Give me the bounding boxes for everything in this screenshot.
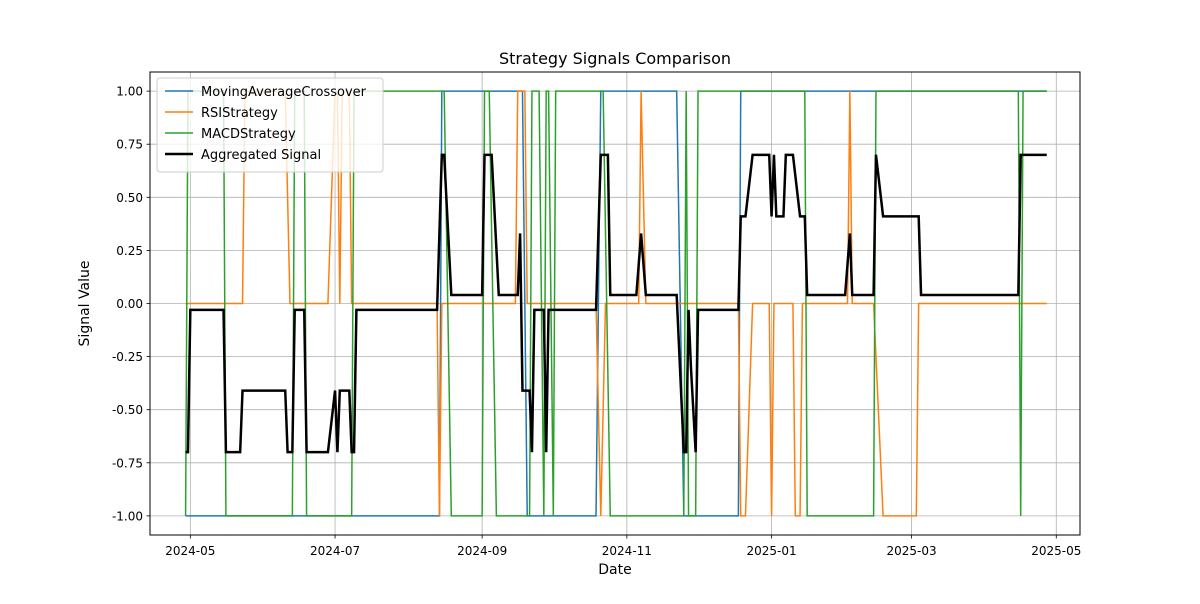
x-tick-label: 2024-07	[310, 544, 360, 558]
legend-label: Aggregated Signal	[201, 148, 321, 163]
y-tick-label: -1.00	[112, 509, 143, 523]
series-layer	[184, 90, 1047, 517]
y-tick-label: 1.00	[116, 85, 143, 99]
chart-title: Strategy Signals Comparison	[499, 49, 731, 68]
x-tick-label: 2025-03	[886, 544, 936, 558]
series-line-aggregated-signal	[185, 153, 1047, 454]
x-tick-label: 2025-01	[747, 544, 797, 558]
y-tick-label: 0.25	[116, 244, 143, 258]
y-tick-label: -0.75	[112, 456, 143, 470]
x-tick-label: 2025-05	[1031, 544, 1081, 558]
legend-label: MovingAverageCrossover	[201, 85, 367, 100]
x-tick-label: 2024-05	[165, 544, 215, 558]
y-tick-label: -0.50	[112, 403, 143, 417]
series-line-rsistrategy	[185, 90, 1047, 517]
tick-layer: 2024-05 2024-07 2024-09 2024-11 2025-01 2025-…	[112, 85, 1081, 558]
legend-label: MACDStrategy	[201, 127, 296, 142]
y-tick-label: 0.75	[116, 138, 143, 152]
y-tick-label: -0.25	[112, 350, 143, 364]
x-tick-label: 2024-09	[457, 544, 507, 558]
series-line-macdstrategy	[184, 90, 1047, 517]
legend-box	[156, 77, 384, 173]
x-axis-label: Date	[598, 562, 631, 578]
x-tick-label: 2024-11	[602, 544, 652, 558]
y-tick-label: 0.00	[116, 297, 143, 311]
legend-label: RSIStrategy	[201, 106, 278, 121]
y-axis-label: Signal Value	[77, 261, 93, 347]
legend: MovingAverageCrossover RSIStrategy MACDStr…	[156, 77, 384, 173]
y-tick-label: 0.50	[116, 191, 143, 205]
